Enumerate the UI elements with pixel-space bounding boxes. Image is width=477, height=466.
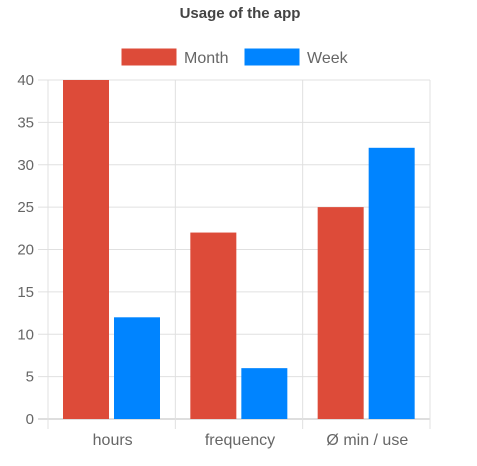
legend-label-month[interactable]: Month (184, 50, 228, 67)
x-axis: hours frequency Ø min / use (93, 432, 409, 449)
x-category-label: Ø min / use (326, 432, 408, 449)
legend-swatch-week[interactable] (243, 47, 301, 67)
x-category-label: hours (93, 432, 133, 449)
chart-title: Usage of the app (180, 5, 301, 22)
legend-swatch-month[interactable] (120, 47, 178, 67)
y-tick-label: 0 (26, 411, 34, 428)
y-tick-label: 5 (26, 369, 34, 386)
chart-legend: Month Week (120, 47, 349, 67)
y-tick-label: 25 (17, 199, 34, 216)
bar-month-0[interactable] (63, 80, 109, 419)
y-tick-label: 40 (17, 72, 34, 89)
x-category-label: frequency (205, 432, 275, 449)
y-axis: 0 5 10 15 20 25 30 35 40 (17, 72, 34, 428)
y-tick-label: 30 (17, 157, 34, 174)
bar-week-1[interactable] (241, 368, 288, 419)
y-tick-label: 15 (17, 284, 34, 301)
bars-group (63, 80, 415, 420)
y-tick-label: 10 (17, 326, 34, 343)
bar-month-1[interactable] (190, 232, 237, 419)
legend-label-week[interactable]: Week (307, 50, 349, 67)
y-tick-label: 35 (17, 114, 34, 131)
bar-week-2[interactable] (368, 147, 415, 420)
bar-month-2[interactable] (317, 207, 364, 419)
y-tick-label: 20 (17, 242, 34, 259)
bar-week-0[interactable] (114, 317, 160, 419)
